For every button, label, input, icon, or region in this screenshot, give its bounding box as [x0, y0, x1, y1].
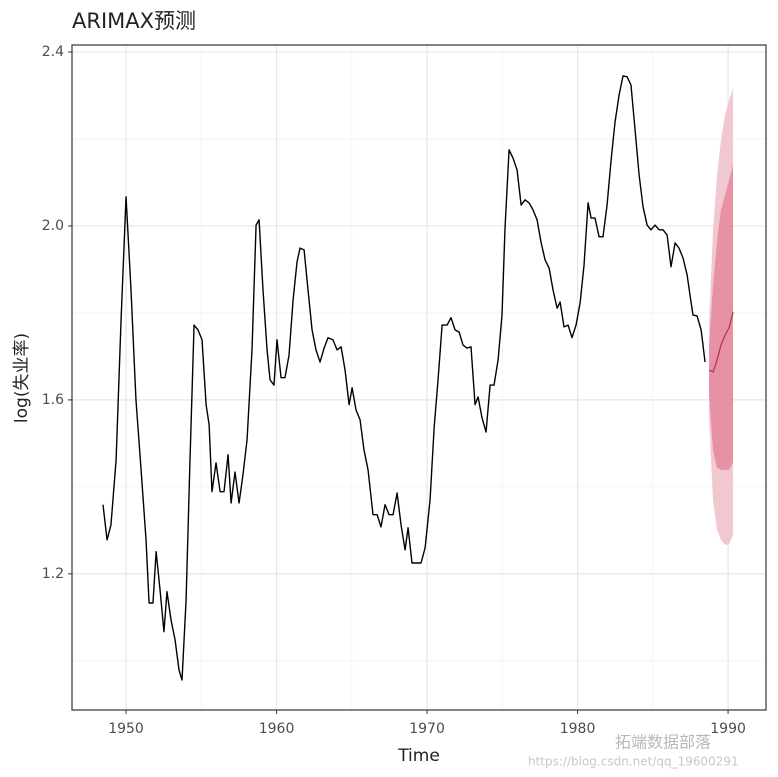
panel-border: [71, 44, 767, 711]
x-tick-label: 1950: [108, 721, 144, 737]
x-tick-label: 1960: [259, 721, 295, 737]
forecast-mean-line: [708, 311, 734, 374]
x-tick-label: 1990: [710, 721, 746, 737]
series-line: [102, 75, 706, 681]
band-80: [709, 165, 734, 470]
y-tick-label: 2.0: [42, 218, 64, 234]
y-tick-label: 2.4: [42, 44, 64, 60]
y-axis-label: log(失业率): [12, 333, 32, 423]
x-tick-label: 1980: [560, 721, 596, 737]
watermark-brand: 拓端数据部落: [615, 733, 711, 752]
chart-title: ARIMAX预测: [72, 9, 196, 33]
watermark-url: https://blog.csdn.net/qq_19600291: [528, 755, 739, 769]
y-tick-label: 1.2: [42, 566, 64, 582]
x-axis-label: Time: [397, 746, 440, 766]
y-tick-label: 1.6: [42, 392, 64, 408]
plot-area: 1950 1960 1970 1980 1990 1.2 1.6 2.0 2.4: [42, 44, 767, 737]
panel-background: [72, 45, 766, 710]
x-tick-label: 1970: [409, 721, 445, 737]
